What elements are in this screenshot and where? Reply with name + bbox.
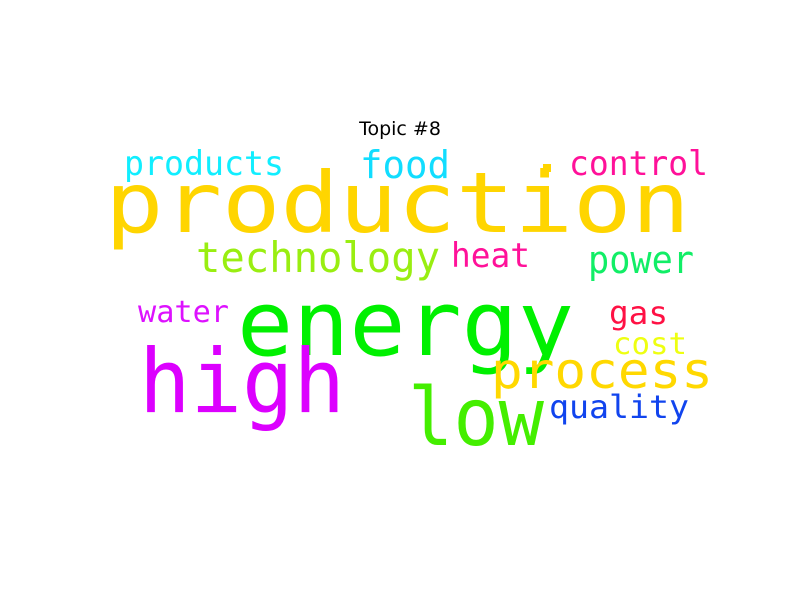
word-gas: gas (609, 294, 668, 332)
word-production: production (105, 154, 690, 252)
word-energy: energy (237, 272, 574, 377)
word-technology: technology (196, 233, 440, 282)
word-water: water (138, 295, 229, 330)
chart-title: Topic #8 (359, 118, 441, 140)
word-cost: cost (613, 327, 687, 362)
speck-dot (543, 164, 551, 172)
word-power: power (588, 238, 694, 282)
word-high: high (139, 330, 345, 433)
word-quality: quality (549, 388, 689, 426)
word-process: process (491, 342, 713, 400)
word-food: food (360, 143, 450, 187)
word-products: products (124, 144, 284, 184)
word-heat: heat (451, 236, 530, 276)
word-control: control (569, 144, 708, 184)
word-low: low (408, 371, 545, 464)
